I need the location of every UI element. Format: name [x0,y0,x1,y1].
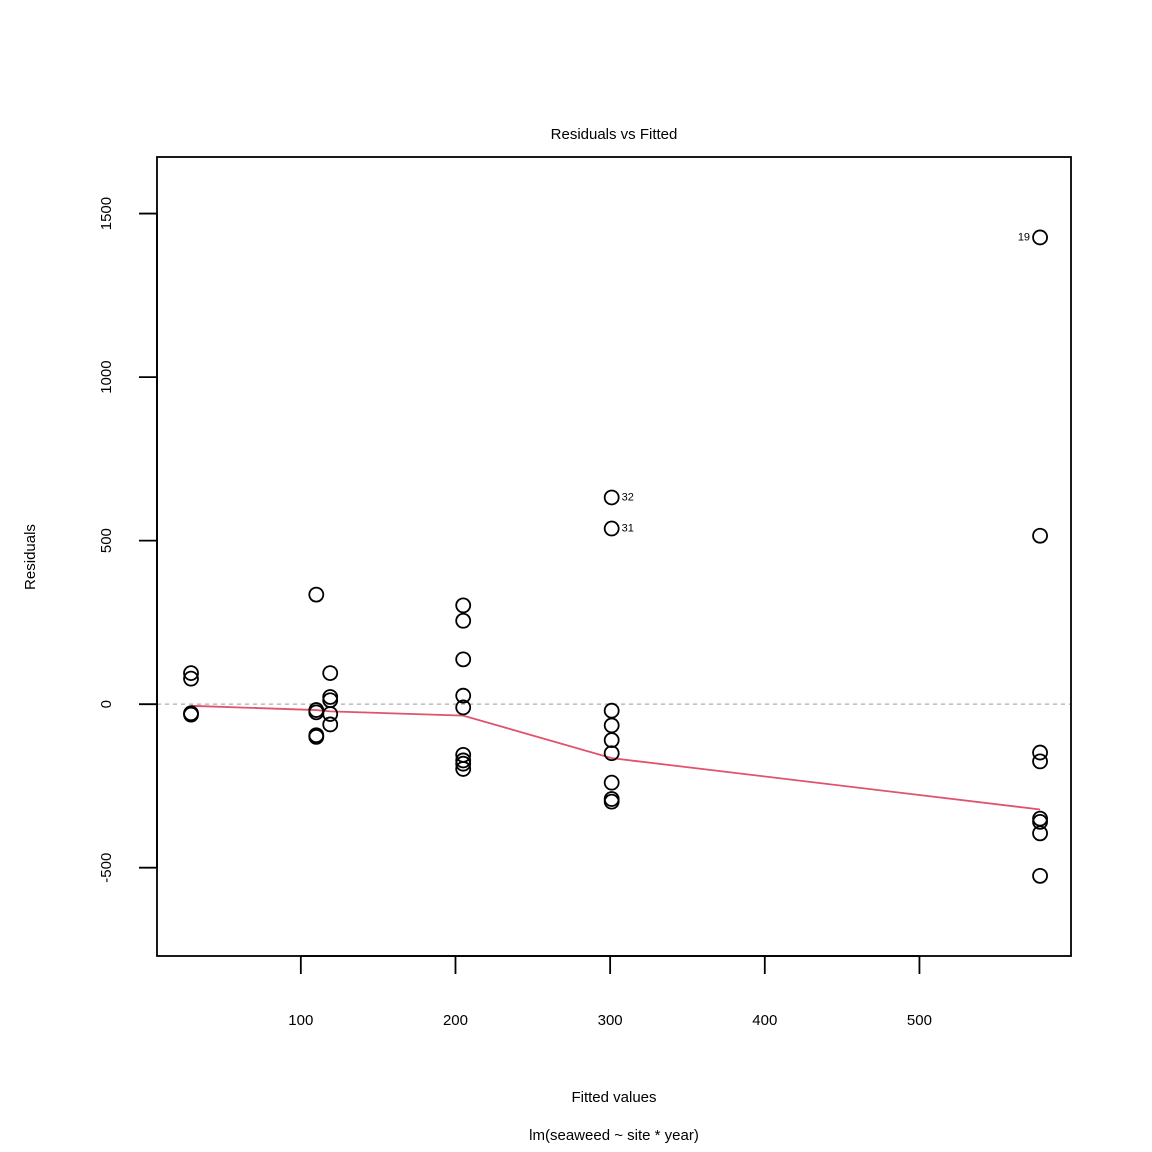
data-point [603,774,620,791]
data-point [1032,814,1048,830]
data-point [308,586,325,603]
data-point [1032,744,1048,761]
data-point [1032,753,1048,770]
data-point [322,716,339,733]
data-point [322,706,339,722]
data-point [603,520,620,537]
point-labels-layer: 32 31 19 [622,231,1030,534]
data-point [603,732,620,749]
y-tick-label: -500 [98,853,115,883]
x-tick-label: 300 [598,1012,623,1029]
smoothed-trend-line [190,704,1041,811]
x-axis-label: Fitted values [571,1089,656,1106]
point-label: 31 [622,523,634,535]
data-point [308,728,325,745]
data-point [1032,229,1048,246]
data-point [1032,825,1048,842]
data-point [1032,867,1048,884]
data-point [455,597,472,614]
data-point [455,687,472,704]
y-tick-label: 1000 [98,360,115,393]
data-point [603,793,620,810]
data-point [322,665,339,681]
data-point [183,706,199,723]
data-point [603,745,620,762]
plot-frame [156,156,1072,957]
x-tick-label: 100 [288,1012,313,1029]
data-point [603,489,620,506]
x-tick-label: 200 [443,1012,468,1029]
data-point [183,670,199,687]
y-tick-label: 0 [98,700,115,708]
y-axis-label: Residuals [22,524,39,590]
model-formula-subtitle: lm(seaweed ~ site * year) [529,1127,699,1144]
y-tick-label: 500 [98,528,115,553]
chart-title: Residuals vs Fitted [551,126,678,143]
x-tick-label: 400 [752,1012,777,1029]
data-point [455,651,472,668]
y-tick-label: 1500 [98,197,115,230]
data-point [455,755,472,772]
data-point [455,699,472,716]
points-layer [183,229,1048,884]
data-point [1032,527,1048,544]
x-tick-label: 500 [907,1012,932,1029]
data-point [455,761,472,777]
data-point [455,612,472,629]
point-label: 19 [1018,231,1030,243]
point-label: 32 [622,491,634,503]
data-point [183,665,199,681]
